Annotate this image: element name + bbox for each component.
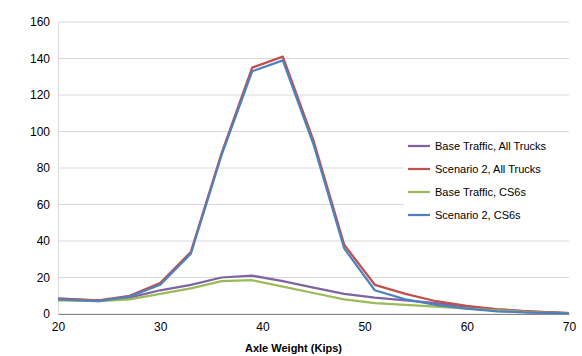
y-tick-label: 100: [30, 125, 50, 139]
x-axis: 20 30 40 50 60 70: [52, 314, 577, 334]
legend-swatch: [408, 168, 430, 170]
grid-line: [58, 277, 569, 278]
x-axis-line: [59, 314, 570, 315]
y-axis-line: [58, 23, 59, 315]
grid-line: [58, 131, 569, 132]
y-tick: 100: [30, 125, 58, 139]
y-tick-label: 60: [37, 198, 51, 212]
y-tick-label: 0: [43, 307, 50, 321]
legend-swatch: [408, 145, 430, 147]
legend-swatch: [408, 191, 430, 193]
y-tick: 60: [37, 198, 58, 212]
y-axis: 0 20 40 60 80 100 120 140 160: [30, 15, 59, 321]
x-tick: 40: [256, 314, 270, 334]
y-tick-label: 20: [37, 271, 51, 285]
series-line: [58, 280, 569, 313]
y-tick-label: 80: [37, 161, 51, 175]
y-tick: 160: [30, 15, 58, 29]
x-axis-title: Axle Weight (Kips): [245, 342, 342, 354]
legend-swatch: [408, 214, 430, 216]
y-tick-label: 40: [37, 234, 51, 248]
grid-line: [58, 22, 569, 23]
y-tick: 20: [37, 271, 58, 285]
y-tick: 140: [30, 52, 58, 66]
x-tick: 50: [358, 314, 372, 334]
grid: [58, 22, 569, 314]
x-tick-label: 70: [563, 320, 577, 334]
grid-line: [58, 58, 569, 59]
plot-lines: [58, 57, 569, 314]
y-tick: 80: [37, 161, 58, 175]
grid-line: [58, 314, 569, 315]
legend-label: Base Traffic, CS6s: [435, 186, 526, 198]
x-tick: 60: [461, 314, 475, 334]
y-tick-label: 160: [30, 15, 50, 29]
y-tick-label: 140: [30, 52, 50, 66]
legend: Base Traffic, All Trucks Scenario 2, All …: [404, 134, 576, 230]
x-tick: 70: [563, 314, 577, 334]
x-tick: 20: [52, 314, 66, 334]
x-tick-label: 60: [461, 320, 475, 334]
y-tick: 40: [37, 234, 58, 248]
grid-line: [58, 95, 569, 96]
legend-background: [404, 134, 576, 230]
legend-label: Scenario 2, CS6s: [435, 209, 521, 221]
x-tick-label: 30: [154, 320, 168, 334]
y-tick: 120: [30, 88, 58, 102]
chart: 020406080100120140160203040506070Axle We…: [0, 0, 582, 356]
legend-label: Base Traffic, All Trucks: [435, 140, 547, 152]
x-tick-label: 50: [358, 320, 372, 334]
x-tick-label: 20: [52, 320, 66, 334]
x-tick: 30: [154, 314, 168, 334]
grid-line: [58, 241, 569, 242]
y-tick-label: 120: [30, 88, 50, 102]
series-line: [58, 60, 569, 313]
x-tick-label: 40: [256, 320, 270, 334]
legend-label: Scenario 2, All Trucks: [435, 163, 541, 175]
